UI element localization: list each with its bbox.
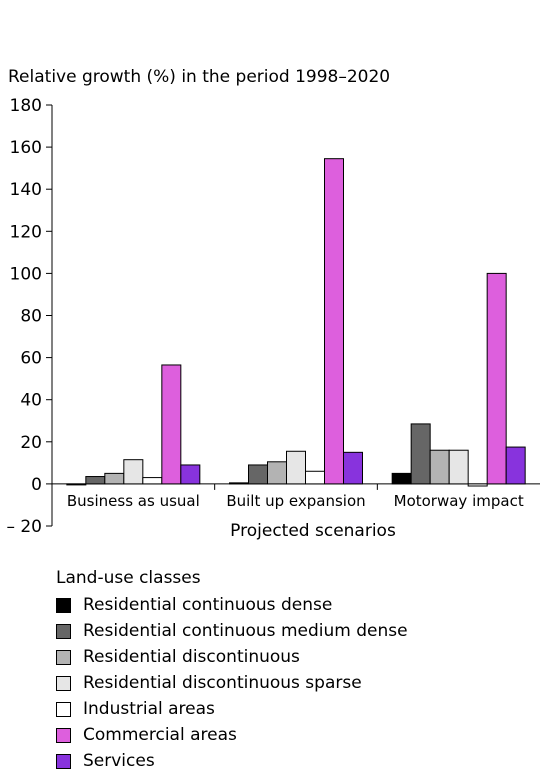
bar: [104, 472, 125, 485]
legend-swatch: [56, 727, 71, 743]
legend-label: Residential discontinuous sparse: [83, 673, 362, 693]
bar: [410, 423, 431, 485]
y-tick-label: 100: [10, 264, 42, 284]
bar: [161, 364, 182, 485]
bar-chart: Relative growth (%) in the period 1998–2…: [6, 67, 540, 541]
legend-label: Industrial areas: [83, 699, 215, 719]
y-tick-label: 160: [10, 138, 42, 158]
legend-item: Residential discontinuous sparse: [56, 670, 408, 696]
y-tick-label: 20: [20, 433, 42, 453]
bar: [391, 472, 412, 485]
y-tick-label: 180: [10, 96, 42, 116]
legend-label: Commercial areas: [83, 725, 237, 745]
bar: [448, 449, 469, 485]
bar: [429, 449, 450, 485]
legend-swatch: [56, 753, 71, 769]
bar: [229, 482, 249, 485]
x-tick-label: Business as usual: [67, 492, 200, 510]
bar: [142, 477, 163, 485]
y-tick-label: 140: [10, 180, 42, 200]
bars: [66, 158, 526, 487]
legend-item: Residential continuous dense: [56, 592, 408, 618]
legend-items: Residential continuous dense Residential …: [56, 592, 408, 774]
bar: [467, 483, 488, 487]
legend-title: Land-use classes: [56, 568, 201, 588]
bar: [123, 459, 144, 485]
bar: [267, 461, 287, 485]
y-tick-label: 60: [20, 349, 42, 369]
x-tick-label: Motorway impact: [394, 492, 524, 510]
legend-label: Residential continuous medium dense: [83, 621, 408, 641]
x-tick-label: Built up expansion: [226, 492, 365, 510]
y-tick-label: – 20: [6, 517, 42, 537]
legend-item: Industrial areas: [56, 696, 408, 722]
y-axis: – 20 0 20 40 60 80 100 120 140 160 180: [6, 96, 53, 537]
legend-item: Residential discontinuous: [56, 644, 408, 670]
legend-item: Residential continuous medium dense: [56, 618, 408, 644]
y-tick-label: 120: [10, 222, 42, 242]
legend-swatch: [56, 701, 71, 717]
x-axis-label: Projected scenarios: [230, 521, 396, 541]
y-tick-label: 80: [20, 307, 42, 327]
legend-swatch: [56, 675, 71, 691]
legend: Land-use classes Residential continuous …: [56, 566, 408, 774]
bar: [180, 464, 201, 485]
legend-label: Residential discontinuous: [83, 647, 300, 667]
bar: [324, 158, 344, 485]
bar: [505, 446, 526, 485]
bar: [248, 464, 268, 485]
bar: [286, 450, 306, 485]
bar: [66, 483, 87, 486]
bar: [85, 476, 106, 485]
y-tick-label: 40: [20, 391, 42, 411]
y-tick-label: 0: [31, 475, 42, 495]
legend-swatch: [56, 623, 71, 639]
legend-item: Commercial areas: [56, 722, 408, 748]
legend-label: Services: [83, 751, 155, 771]
legend-label: Residential continuous dense: [83, 595, 333, 615]
x-axis: Business as usual Built up expansion Motor…: [52, 483, 540, 510]
bar: [486, 272, 507, 485]
legend-item: Services: [56, 748, 408, 774]
bar: [343, 451, 363, 485]
legend-swatch: [56, 597, 71, 613]
legend-swatch: [56, 649, 71, 665]
chart-title: Relative growth (%) in the period 1998–2…: [8, 67, 390, 87]
bar: [305, 470, 325, 485]
